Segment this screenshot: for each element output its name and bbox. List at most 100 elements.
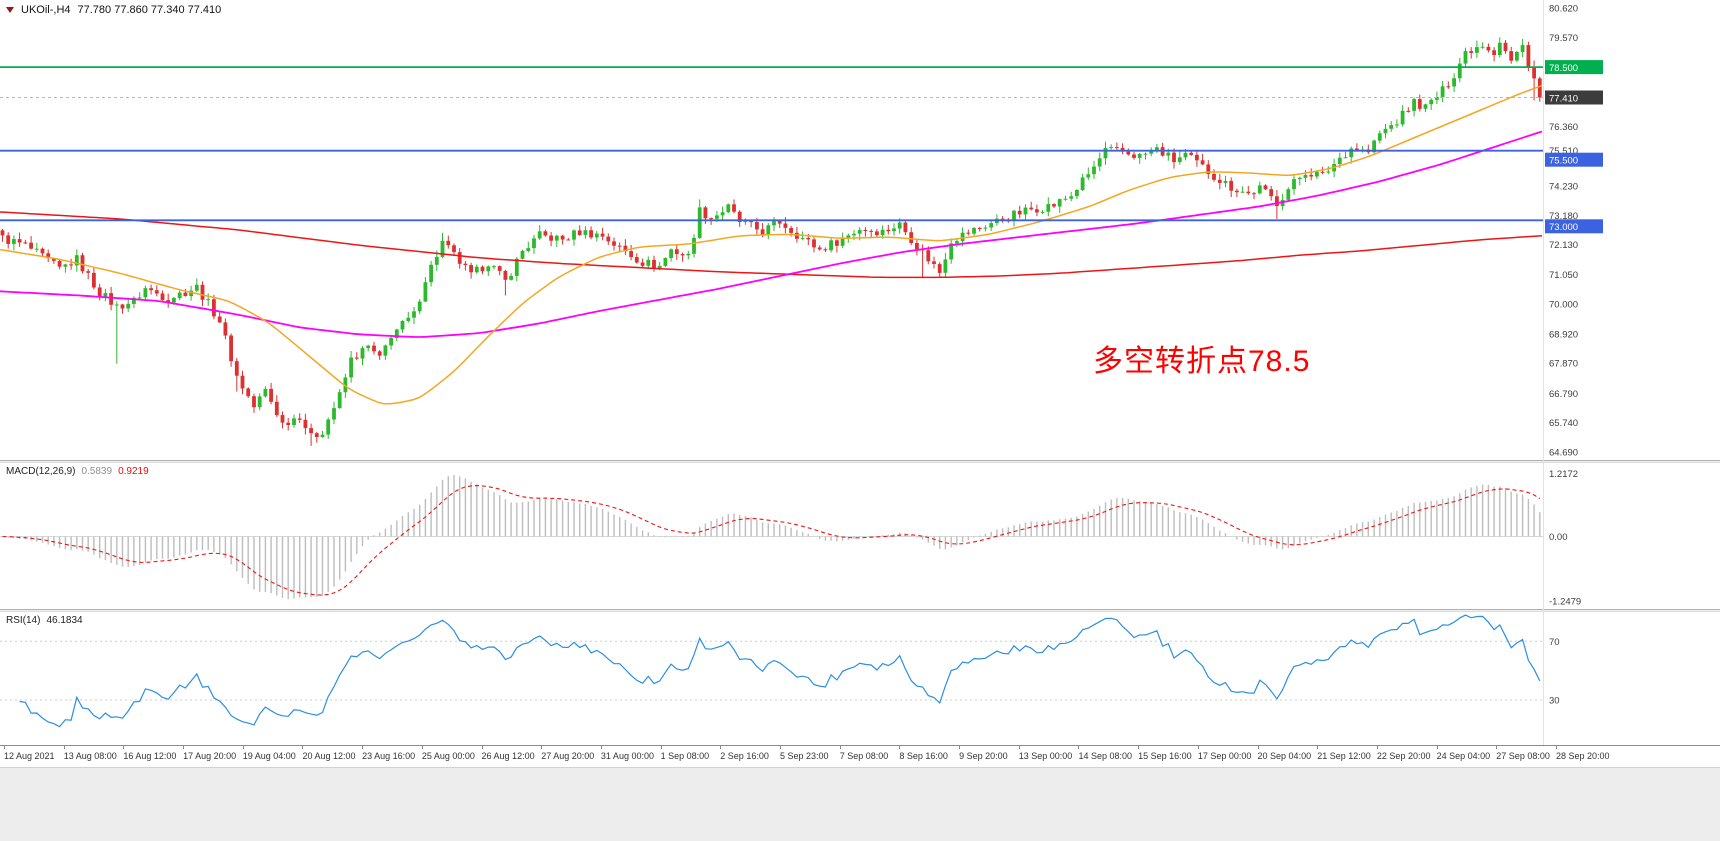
price-line-badge-text: 73.000 xyxy=(1549,222,1578,233)
time-tick-mark xyxy=(1197,746,1199,749)
time-tick-mark xyxy=(839,746,841,749)
rsi-level-label: 70 xyxy=(1549,637,1560,648)
time-tick-label: 25 Aug 00:00 xyxy=(421,751,475,761)
price-line-badge-text: 77.410 xyxy=(1549,93,1578,104)
time-tick-mark xyxy=(1496,746,1498,749)
time-tick-mark xyxy=(899,746,901,749)
ohlc-values: 77.780 77.860 77.340 77.410 xyxy=(77,4,222,16)
price-chart-canvas[interactable]: 80.620 79.570 76.360 75.510 74.230 73.180 72.1… xyxy=(0,0,1720,460)
time-tick-mark xyxy=(1436,746,1438,749)
time-tick-label: 8 Sep 16:00 xyxy=(899,751,948,761)
time-tick-label: 26 Aug 12:00 xyxy=(481,751,535,761)
time-tick-mark xyxy=(1556,746,1557,749)
time-tick-label: 5 Sep 23:00 xyxy=(780,751,829,761)
time-tick-mark xyxy=(1317,746,1319,749)
ma-mid-magenta xyxy=(0,130,1543,338)
rsi-name: RSI(14) xyxy=(6,615,41,626)
time-tick-mark xyxy=(362,746,364,749)
price-line-badge xyxy=(1545,90,1603,105)
price-tick-label: 66.790 xyxy=(1549,389,1578,400)
time-tick-mark xyxy=(600,746,602,749)
time-tick-label: 17 Aug 20:00 xyxy=(183,751,237,761)
time-tick-mark xyxy=(302,746,304,749)
time-tick-mark xyxy=(481,746,483,749)
macd-tick-label: -1.2479 xyxy=(1549,597,1581,608)
price-line-badge xyxy=(1545,152,1603,167)
price-tick-label: 70.000 xyxy=(1549,299,1578,310)
macd-histogram xyxy=(7,474,1541,600)
time-tick-mark xyxy=(421,746,423,749)
time-tick-label: 16 Aug 12:00 xyxy=(123,751,177,761)
time-tick-label: 9 Sep 20:00 xyxy=(959,751,1008,761)
time-tick-label: 27 Sep 08:00 xyxy=(1496,751,1550,761)
price-tick-label: 72.130 xyxy=(1549,240,1578,251)
time-tick-label: 20 Aug 12:00 xyxy=(302,751,356,761)
time-tick-label: 20 Sep 04:00 xyxy=(1257,751,1312,761)
time-tick-label: 15 Sep 16:00 xyxy=(1138,751,1192,761)
time-tick-label: 2 Sep 16:00 xyxy=(720,751,769,761)
price-tick-label: 74.230 xyxy=(1549,182,1578,193)
rsi-chart-canvas[interactable]: 70 30 xyxy=(0,612,1720,745)
time-tick-label: 7 Sep 08:00 xyxy=(839,751,889,761)
macd-name: MACD(12,26,9) xyxy=(6,466,76,477)
ma-slow-red xyxy=(0,211,1543,279)
price-line-badge xyxy=(1545,219,1603,234)
price-line-badge xyxy=(1545,60,1603,75)
axis-separator xyxy=(1543,0,1544,745)
price-tick-label: 64.690 xyxy=(1549,447,1578,458)
time-tick-mark xyxy=(660,746,662,749)
time-tick-mark xyxy=(1376,746,1378,749)
time-tick-mark xyxy=(1257,746,1259,749)
time-tick-label: 31 Aug 00:00 xyxy=(600,751,654,761)
time-tick-label: 14 Sep 08:00 xyxy=(1078,751,1133,761)
time-tick-label: 24 Sep 04:00 xyxy=(1436,751,1491,761)
time-tick-label: 1 Sep 08:00 xyxy=(660,751,710,761)
time-tick-label: 23 Aug 16:00 xyxy=(362,751,416,761)
time-tick-label: 19 Aug 04:00 xyxy=(242,751,296,761)
rsi-label: RSI(14) 46.1834 xyxy=(6,615,83,626)
price-tick-label: 71.050 xyxy=(1549,270,1578,281)
annotation-text: 多空转折点78.5 xyxy=(1093,345,1311,378)
price-tick-label: 80.620 xyxy=(1549,4,1578,15)
time-tick-label: 21 Sep 12:00 xyxy=(1317,751,1371,761)
time-tick-label: 13 Sep 00:00 xyxy=(1018,751,1073,761)
macd-tick-label: 0.00 xyxy=(1549,532,1568,543)
panel-splitter[interactable] xyxy=(0,609,1720,612)
macd-main-value: 0.5839 xyxy=(81,466,113,477)
time-tick-label: 13 Aug 08:00 xyxy=(63,751,117,761)
time-tick-mark xyxy=(1018,746,1020,749)
time-tick-mark xyxy=(1078,746,1080,749)
panel-splitter[interactable] xyxy=(0,460,1720,463)
price-tick-label: 67.870 xyxy=(1549,359,1578,370)
chart-title: UKOil-,H4 77.780 77.860 77.340 77.410 xyxy=(6,4,221,16)
time-tick-mark xyxy=(959,746,961,749)
price-line-badge-text: 75.500 xyxy=(1549,156,1578,167)
price-line-badge-text: 78.500 xyxy=(1549,63,1578,74)
macd-signal-line xyxy=(2,485,1541,596)
time-tick-label: 22 Sep 20:00 xyxy=(1376,751,1431,761)
time-tick-mark xyxy=(541,746,543,749)
ma-fast-orange xyxy=(0,84,1543,405)
time-tick-mark xyxy=(720,746,722,749)
time-tick-label: 28 Sep 20:00 xyxy=(1556,751,1610,761)
price-tick-label: 65.740 xyxy=(1549,418,1578,429)
time-tick-label: 17 Sep 00:00 xyxy=(1197,751,1252,761)
time-axis: 12 Aug 2021 13 Aug 08:00 16 Aug 12:00 17 Au… xyxy=(0,745,1720,767)
time-tick-mark xyxy=(123,746,125,749)
macd-label: MACD(12,26,9) 0.5839 0.9219 xyxy=(6,466,149,477)
time-tick-mark xyxy=(183,746,185,749)
time-tick-label: 12 Aug 2021 xyxy=(4,751,55,761)
macd-signal-value: 0.9219 xyxy=(118,466,149,477)
time-tick-mark xyxy=(63,746,65,749)
price-tick-label: 76.360 xyxy=(1549,122,1578,133)
candlestick-series[interactable] xyxy=(0,37,1542,446)
time-tick-label: 27 Aug 20:00 xyxy=(541,751,595,761)
rsi-value: 46.1834 xyxy=(46,615,83,626)
macd-chart-canvas[interactable]: 1.2172 0.00 -1.2479 xyxy=(0,463,1720,609)
symbol-marker-icon xyxy=(6,7,14,13)
time-tick-mark xyxy=(780,746,781,749)
time-tick-mark xyxy=(242,746,244,749)
rsi-level-label: 30 xyxy=(1549,696,1560,707)
macd-tick-label: 1.2172 xyxy=(1549,469,1578,480)
